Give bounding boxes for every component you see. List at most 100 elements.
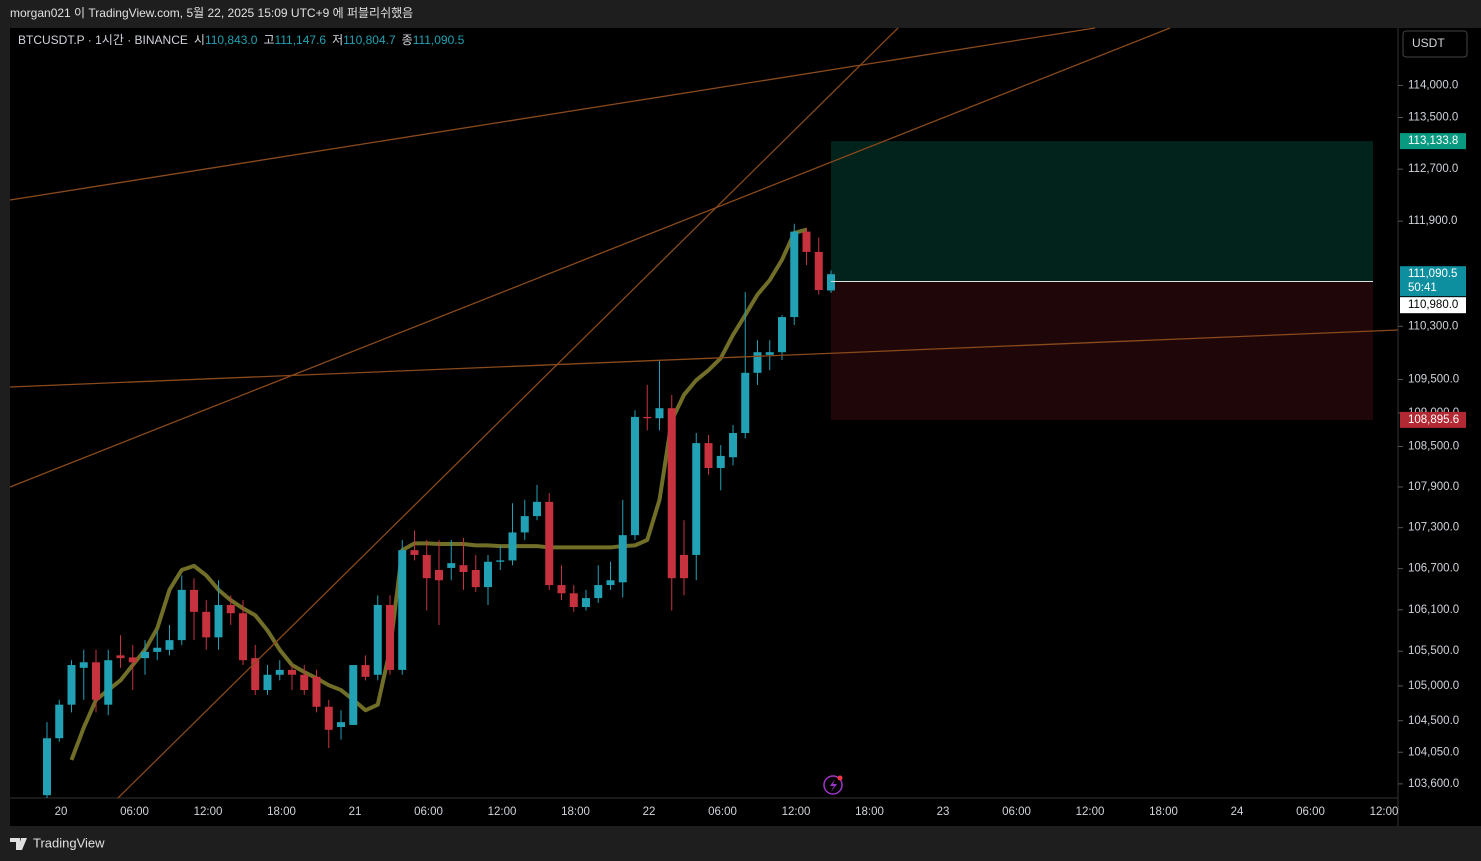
ohlc-name: 저 bbox=[332, 33, 343, 47]
published-note: morgan021 이 TradingView.com, 5월 22, 2025… bbox=[10, 6, 413, 20]
candle-body bbox=[459, 565, 468, 573]
candle-body bbox=[655, 408, 664, 419]
candle-body bbox=[128, 657, 137, 663]
x-tick-label: 21 bbox=[349, 806, 362, 818]
currency[interactable]: USDT bbox=[1412, 36, 1445, 50]
y-tick-label: 107,900.0 bbox=[1408, 481, 1459, 493]
logo bbox=[10, 838, 27, 850]
plot-area bbox=[10, 28, 1398, 798]
candle-body bbox=[765, 352, 774, 355]
x-tick-label: 12:00 bbox=[1076, 806, 1105, 818]
entry-label-box bbox=[1400, 297, 1466, 314]
alert-icon bbox=[830, 779, 837, 792]
entry-label: 110,980.0 bbox=[1408, 299, 1458, 311]
candle-body bbox=[729, 433, 737, 458]
ohlc-value: 110,804.7 bbox=[343, 33, 396, 47]
ohlc-value: 111,090.5 bbox=[413, 33, 465, 47]
x-tick-label: 06:00 bbox=[708, 806, 737, 818]
y-tick-label: 105,000.0 bbox=[1408, 680, 1459, 692]
candle-body bbox=[496, 560, 505, 562]
alert-icon[interactable] bbox=[823, 775, 843, 795]
x-tick-label: 12:00 bbox=[194, 806, 223, 818]
candle-body bbox=[312, 676, 321, 707]
candle-body bbox=[533, 501, 541, 517]
stop-zone bbox=[831, 281, 1373, 420]
target-label-box bbox=[1400, 133, 1466, 150]
y-tick-label: 106,700.0 bbox=[1408, 563, 1459, 575]
last-price-label: 111,090.5 bbox=[1408, 268, 1457, 280]
candle-body bbox=[545, 501, 554, 586]
last-price-box bbox=[1400, 266, 1466, 297]
brand: TradingView bbox=[33, 835, 105, 850]
stop-label: 108,895.6 bbox=[1408, 414, 1459, 426]
candle-body bbox=[165, 640, 174, 650]
target-label: 113,133.8 bbox=[1408, 135, 1458, 147]
candle-body bbox=[275, 669, 284, 675]
target-zone bbox=[831, 141, 1373, 282]
x-tick-label: 18:00 bbox=[561, 806, 590, 818]
candle-body bbox=[300, 674, 309, 691]
trendline bbox=[9, 329, 1399, 388]
currency-button[interactable] bbox=[1402, 30, 1468, 58]
trendline bbox=[117, 27, 899, 799]
y-tick-label: 110,300.0 bbox=[1408, 320, 1458, 332]
candle-body bbox=[177, 589, 186, 641]
x-tick-label: 18:00 bbox=[1149, 806, 1178, 818]
y-tick-label: 109,500.0 bbox=[1408, 374, 1459, 386]
trendline bbox=[9, 27, 1171, 488]
candle-body bbox=[251, 658, 260, 691]
overlay: 114,000.0 113,500.0 112,700.0 111,900.0 110,… bbox=[55, 79, 1466, 818]
symbol: BTCUSDT.P · 1시간 · BINANCE bbox=[18, 33, 188, 47]
x-tick-label: 06:00 bbox=[414, 806, 443, 818]
candle-body bbox=[55, 704, 64, 739]
plot bbox=[43, 141, 1373, 798]
x-tick-label: 12:00 bbox=[782, 806, 811, 818]
candle-body bbox=[79, 662, 88, 668]
candle-body bbox=[594, 585, 603, 599]
candle-body bbox=[778, 317, 786, 353]
y-tick-label: 104,500.0 bbox=[1408, 715, 1459, 727]
candle-body bbox=[361, 665, 370, 677]
y-tick-label: 108,500.0 bbox=[1408, 440, 1459, 452]
candle-body bbox=[410, 550, 419, 555]
candle-body bbox=[337, 722, 345, 728]
candle-body bbox=[386, 604, 394, 670]
x-tick-label: 20 bbox=[55, 806, 68, 818]
candle-body bbox=[239, 613, 247, 661]
candle-body bbox=[827, 274, 835, 291]
candle-body bbox=[606, 580, 615, 586]
candle-body bbox=[680, 554, 688, 579]
candle-body bbox=[667, 408, 676, 579]
ohlc-name: 고 bbox=[263, 33, 274, 47]
candle-body bbox=[716, 455, 725, 469]
candle-body bbox=[471, 569, 480, 588]
candle-body bbox=[116, 655, 125, 659]
alert-dot bbox=[837, 775, 843, 781]
candle-body bbox=[631, 416, 639, 536]
x-tick-label: 06:00 bbox=[120, 806, 149, 818]
candle-body bbox=[190, 589, 198, 612]
candle-body bbox=[43, 738, 51, 796]
ohlc-value: 111,147.6 bbox=[274, 33, 326, 47]
candle-body bbox=[288, 669, 296, 675]
candle-body bbox=[349, 665, 358, 725]
x-tick-label: 23 bbox=[937, 806, 950, 818]
candle-body bbox=[484, 561, 492, 588]
countdown: 50:41 bbox=[1408, 282, 1437, 294]
candle-body bbox=[373, 604, 382, 675]
candle-body bbox=[557, 585, 566, 594]
y-tick-label: 105,500.0 bbox=[1408, 645, 1459, 657]
candle-body bbox=[398, 550, 407, 670]
y-tick-label: 112,700.0 bbox=[1408, 163, 1458, 175]
candle-body bbox=[67, 665, 76, 705]
candle-body bbox=[643, 416, 652, 419]
candle-body bbox=[202, 611, 211, 638]
candle-body bbox=[741, 372, 750, 434]
candle-body bbox=[435, 569, 443, 581]
candle-body bbox=[226, 604, 235, 614]
x-tick-label: 22 bbox=[643, 806, 656, 818]
candle-body bbox=[814, 251, 823, 291]
x-tick-label: 24 bbox=[1231, 806, 1244, 818]
